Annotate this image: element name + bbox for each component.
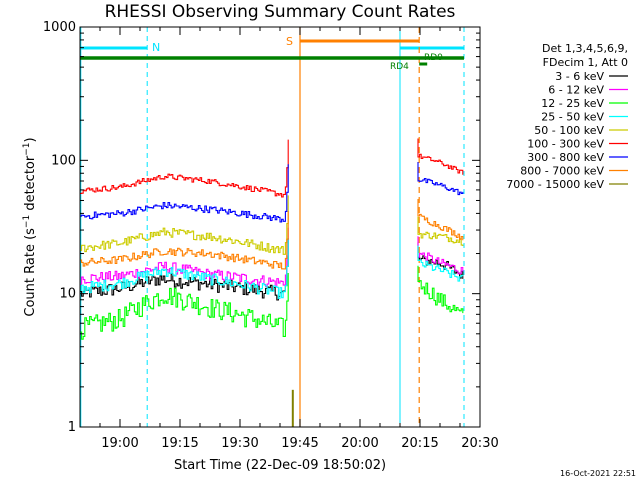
legend-label: 7000 - 15000 keV [506, 178, 604, 191]
timestamp: 16-Oct-2021 22:51 [560, 469, 636, 478]
series-line-7-a [80, 164, 289, 223]
y-tick-label: 10 [59, 287, 76, 302]
night-label: N [152, 41, 160, 54]
series-line-5-b [417, 216, 464, 246]
y-tick-label: 1000 [43, 20, 76, 35]
x-tick-label: 20:30 [461, 436, 498, 451]
legend-header-2: FDecim 1, Att 0 [543, 56, 628, 69]
plot-frame [79, 26, 481, 428]
y-tick-label: 1 [68, 420, 76, 435]
y-axis: 1 10 100 1000 [43, 20, 480, 435]
series-line-6-a [80, 139, 289, 198]
saa-label: S [286, 35, 293, 48]
legend-label: 800 - 7000 keV [520, 165, 604, 178]
legend-label: 100 - 300 keV [527, 138, 604, 151]
series-line-4-a [80, 238, 289, 299]
y-tick-label: 100 [51, 153, 76, 168]
series-line-6-b [417, 138, 464, 175]
x-tick-label: 19:45 [281, 436, 318, 451]
legend-label: 12 - 25 keV [541, 97, 604, 110]
x-tick-label: 19:15 [161, 436, 198, 451]
legend-header-1: Det 1,3,4,5,6,9, [542, 42, 628, 55]
x-tick-label: 20:15 [401, 436, 438, 451]
x-axis: 19:00 19:15 19:30 19:45 20:00 20:15 20:30 [79, 27, 499, 451]
legend-label: 3 - 6 keV [555, 70, 604, 83]
series-line-4-b [417, 245, 464, 282]
legend-label: 50 - 100 keV [534, 124, 604, 137]
y-axis-label-part2: detector [23, 155, 38, 215]
series-line-2-a [80, 227, 289, 288]
chart-title: RHESSI Observing Summary Count Rates [105, 2, 456, 22]
y-axis-label-sup1: −1 [22, 215, 32, 228]
y-axis-label-part1: Count Rate (s [23, 228, 38, 317]
x-tick-label: 19:30 [221, 436, 258, 451]
legend-label: 300 - 800 keV [527, 151, 604, 164]
series-lines [80, 138, 464, 427]
legend-label: 25 - 50 keV [541, 111, 604, 124]
legend: Det 1,3,4,5,6,9, FDecim 1, Att 0 3 - 6 k… [506, 42, 628, 191]
x-axis-label: Start Time (22-Dec-09 18:50:02) [174, 458, 386, 473]
y-axis-label-part3: ) [23, 137, 38, 142]
series-line-1-b [417, 242, 464, 279]
series-line-7-b [417, 162, 464, 196]
rd4-label: RD4 [390, 62, 409, 72]
y-axis-label-sup2: −1 [22, 142, 32, 155]
series-line-5-a [80, 195, 289, 255]
series-line-8-a [80, 211, 289, 270]
x-tick-label: 20:00 [341, 436, 378, 451]
y-axis-label: Count Rate (s−1 detector−1) [22, 137, 38, 316]
series-line-8-b [417, 199, 464, 241]
annotations: N S RD4 RD0 [80, 27, 465, 427]
series-line-3-b [417, 265, 464, 314]
legend-label: 6 - 12 keV [548, 84, 604, 97]
series-line-2-b [417, 236, 464, 275]
series-line-1-a [80, 238, 289, 301]
rd0-label: RD0 [424, 53, 443, 63]
x-tick-label: 19:00 [101, 436, 138, 451]
series-line-3-a [80, 273, 289, 340]
